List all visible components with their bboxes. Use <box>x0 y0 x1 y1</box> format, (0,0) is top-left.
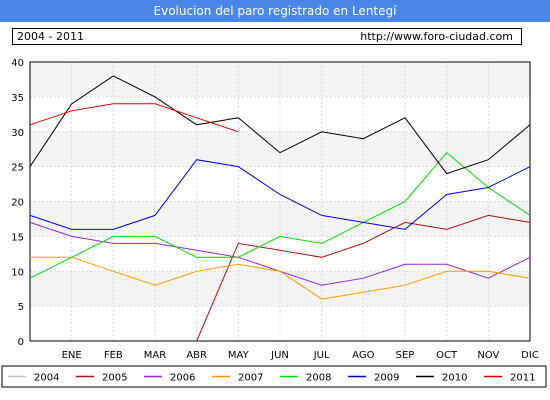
series-line-2007 <box>30 256 531 300</box>
legend-label-2011: 2011 <box>510 373 535 384</box>
x-tick-label: MAY <box>228 350 250 361</box>
chart-title-bar: Evolucion del paro registrado en Lentegí <box>0 0 550 22</box>
x-tick-label: DIC <box>521 350 539 361</box>
legend-label-2009: 2009 <box>374 373 399 384</box>
series-line-2009 <box>29 159 531 230</box>
y-tick-label: 15 <box>11 232 24 243</box>
legend-label-2004: 2004 <box>34 373 59 384</box>
x-tick-label: SEP <box>396 350 415 361</box>
y-tick-label: 5 <box>18 302 24 313</box>
x-tick-label: AGO <box>352 350 374 361</box>
series-line-2011 <box>29 103 239 133</box>
y-tick-label: 40 <box>11 58 24 69</box>
x-tick-label: MAR <box>144 350 166 361</box>
x-tick-label: OCT <box>436 350 458 361</box>
site-url: http://www.foro-ciudad.com <box>360 30 513 43</box>
info-box: 2004 - 2011 http://www.foro-ciudad.com <box>12 28 522 45</box>
plot-frame <box>29 61 531 342</box>
y-tick-label: 25 <box>11 163 24 174</box>
y-tick-label: 20 <box>11 198 24 209</box>
y-tick-label: 0 <box>18 337 24 348</box>
y-tick-label: 10 <box>11 267 24 278</box>
legend-label-2007: 2007 <box>238 373 263 384</box>
x-tick-label: JUN <box>270 350 289 361</box>
x-tick-label: JUL <box>313 350 330 361</box>
plot-band <box>30 271 530 307</box>
x-tick-label: ABR <box>186 350 207 361</box>
series-line-2008 <box>29 151 531 279</box>
x-tick-label: NOV <box>477 350 499 361</box>
y-tick-label: 30 <box>11 128 24 139</box>
legend-label-2005: 2005 <box>102 373 127 384</box>
legend-label-2006: 2006 <box>170 373 195 384</box>
period-label: 2004 - 2011 <box>17 30 84 43</box>
legend-label-2008: 2008 <box>306 373 331 384</box>
series-line-2010 <box>29 75 531 175</box>
x-tick-label: FEB <box>104 350 123 361</box>
legend-box <box>1 365 547 388</box>
chart-title: Evolucion del paro registrado en Lentegí <box>153 4 397 18</box>
plot-band <box>30 131 530 167</box>
series-line-2005 <box>196 214 531 342</box>
x-tick-label: ENE <box>62 350 82 361</box>
legend-label-2010: 2010 <box>442 373 467 384</box>
y-tick-label: 35 <box>11 93 24 104</box>
